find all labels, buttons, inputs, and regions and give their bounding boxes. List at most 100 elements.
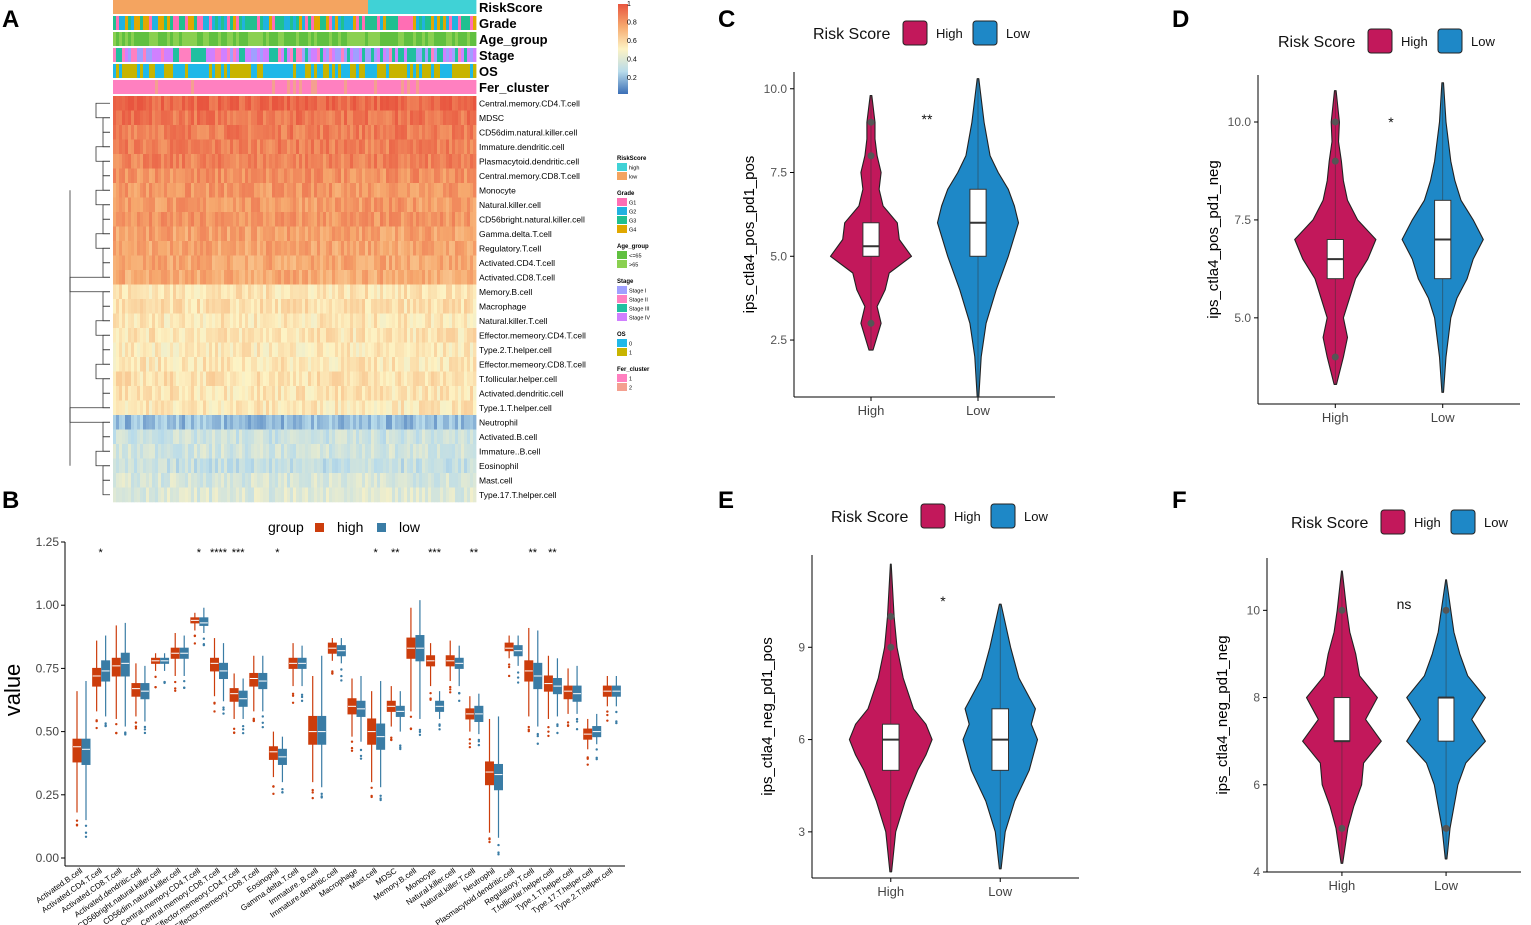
heat-cell [431, 400, 435, 416]
heat-cell [452, 357, 456, 372]
heat-cell [188, 197, 192, 213]
heat-cell [296, 139, 300, 155]
heat-cell [446, 226, 450, 242]
heat-cell [449, 125, 453, 140]
heat-cell [470, 241, 474, 256]
heat-cell [458, 415, 462, 430]
track-cell [242, 0, 246, 14]
heat-cell [266, 458, 270, 474]
heat-cell [440, 270, 444, 285]
heat-cell [281, 139, 285, 155]
box-body [504, 642, 514, 652]
heat-cell [407, 400, 411, 416]
heat-cell [119, 342, 123, 358]
heat-cell [401, 429, 405, 445]
heat-cell [464, 473, 468, 488]
heat-cell [356, 342, 360, 358]
heat-cell [194, 139, 198, 155]
heat-cell [332, 400, 336, 416]
heat-cell [284, 154, 288, 169]
track-cell [356, 0, 360, 14]
box-high [327, 638, 337, 675]
heat-cell [362, 487, 366, 503]
heat-cell [404, 299, 408, 314]
box-outlier [566, 724, 570, 728]
heat-cell [194, 110, 198, 126]
heat-cell [290, 241, 294, 256]
heat-cell [422, 371, 426, 387]
heat-cell [416, 444, 420, 459]
heat-cell [164, 371, 168, 387]
heat-cell [224, 342, 228, 358]
track-cell [254, 48, 258, 62]
heat-cell [200, 226, 204, 242]
heat-cell [380, 96, 384, 111]
track-cell [458, 80, 462, 94]
heat-cell [155, 154, 159, 169]
heat-cell [437, 386, 441, 401]
heat-cell [167, 458, 171, 474]
heat-cell [248, 284, 252, 300]
heat-cell [284, 415, 288, 430]
heat-cell [257, 429, 261, 445]
heat-cell [419, 357, 423, 372]
heat-cell [167, 168, 171, 184]
heat-cell [131, 357, 135, 372]
heat-cell [335, 429, 339, 445]
heat-cell [227, 357, 231, 372]
heat-cell [305, 154, 309, 169]
heat-cell [413, 400, 417, 416]
heat-cell [332, 458, 336, 474]
heat-cell [434, 386, 438, 401]
heat-cell [152, 270, 156, 285]
heat-cell [302, 458, 306, 474]
heat-cell [215, 473, 219, 488]
heat-cell [299, 241, 303, 256]
heat-cell [233, 400, 237, 416]
heat-cell [365, 444, 369, 459]
heat-cell [119, 299, 123, 314]
legend-label: Low [1471, 34, 1495, 49]
heat-cell [326, 197, 330, 213]
heat-cell [149, 284, 153, 300]
heat-cell [428, 168, 432, 184]
track-cell [230, 64, 234, 78]
heat-cell [428, 415, 432, 430]
heat-cell [344, 110, 348, 126]
track-cell [371, 64, 375, 78]
heat-cell [146, 154, 150, 169]
track-cell [344, 0, 348, 14]
heat-cell [239, 197, 243, 213]
heat-cell [326, 125, 330, 140]
heat-cell [170, 357, 174, 372]
heat-cell [392, 371, 396, 387]
heat-cell [287, 487, 291, 503]
heat-cell [149, 226, 153, 242]
heat-cell [398, 299, 402, 314]
heat-cell [344, 270, 348, 285]
heat-cell [254, 400, 258, 416]
heat-cell [422, 487, 426, 503]
heat-cell [188, 226, 192, 242]
heat-cell [257, 255, 261, 271]
heat-cell [344, 241, 348, 256]
heat-cell [431, 487, 435, 503]
heat-cell [278, 371, 282, 387]
track-cell [404, 32, 408, 46]
heat-cell [383, 183, 387, 198]
heat-cell [356, 255, 360, 271]
heat-cell [296, 415, 300, 430]
track-cell [359, 64, 363, 78]
box-low [219, 643, 228, 715]
heat-cell [431, 110, 435, 126]
heat-cell [143, 313, 147, 329]
track-cell [224, 0, 228, 14]
heat-cell [236, 197, 240, 213]
track-cell [278, 64, 282, 78]
heat-cell [215, 226, 219, 242]
track-cell [293, 80, 297, 94]
track-cell [341, 16, 345, 30]
heat-cell [461, 139, 465, 155]
heat-cell [134, 487, 138, 503]
heat-cell [185, 328, 189, 343]
